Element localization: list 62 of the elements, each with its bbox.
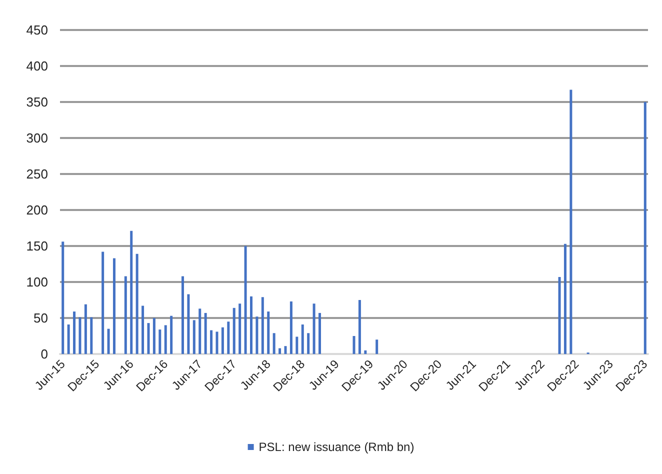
bar bbox=[181, 276, 184, 354]
bar bbox=[130, 230, 133, 354]
y-tick-label: 350 bbox=[26, 94, 48, 110]
bar bbox=[278, 348, 282, 354]
bar bbox=[221, 327, 224, 354]
y-tick-label: 450 bbox=[26, 22, 48, 38]
y-tick-label: 250 bbox=[26, 166, 48, 182]
y-tick-label: 50 bbox=[34, 310, 48, 326]
bar bbox=[301, 324, 304, 354]
bar bbox=[62, 242, 64, 354]
y-tick-label: 100 bbox=[26, 274, 48, 290]
bar bbox=[73, 312, 76, 354]
bar bbox=[272, 333, 276, 354]
y-tick-label: 150 bbox=[26, 238, 48, 254]
bar bbox=[238, 304, 242, 354]
legend-label: PSL: new issuance (Rmb bn) bbox=[258, 440, 414, 454]
bar bbox=[352, 336, 356, 354]
bar bbox=[84, 304, 87, 354]
bar bbox=[136, 254, 138, 354]
bar bbox=[112, 258, 116, 354]
bar bbox=[204, 312, 207, 354]
y-tick-label: 300 bbox=[26, 130, 48, 146]
bar bbox=[267, 312, 270, 354]
bar bbox=[261, 297, 264, 354]
bar bbox=[107, 328, 110, 354]
bar bbox=[227, 322, 230, 354]
bar bbox=[198, 308, 202, 354]
bar bbox=[78, 317, 82, 354]
bar bbox=[67, 324, 70, 354]
bar bbox=[170, 316, 173, 354]
bar bbox=[570, 90, 572, 354]
bar bbox=[192, 320, 196, 354]
bar bbox=[124, 276, 127, 354]
bar bbox=[290, 301, 292, 354]
bar bbox=[187, 294, 190, 354]
bar bbox=[216, 332, 218, 354]
bar bbox=[210, 330, 213, 354]
bar bbox=[256, 316, 258, 354]
y-tick-label: 0 bbox=[40, 346, 48, 362]
y-tick-label: 200 bbox=[26, 202, 48, 218]
bar bbox=[558, 276, 561, 354]
bar bbox=[158, 330, 162, 354]
bar bbox=[232, 308, 236, 354]
bar bbox=[307, 333, 310, 354]
bar bbox=[296, 336, 298, 354]
bar bbox=[142, 306, 144, 354]
bar bbox=[376, 340, 378, 354]
bar bbox=[358, 300, 361, 354]
bar bbox=[284, 346, 287, 354]
bar bbox=[318, 312, 321, 354]
bar bbox=[564, 244, 566, 354]
bar bbox=[164, 325, 167, 354]
bar bbox=[644, 102, 646, 354]
bar bbox=[364, 350, 367, 354]
bar bbox=[244, 246, 247, 354]
bar bbox=[90, 317, 93, 354]
y-tick-label: 400 bbox=[26, 58, 48, 74]
bar bbox=[102, 252, 104, 354]
bar bbox=[147, 323, 150, 354]
bar bbox=[312, 304, 316, 354]
bar bbox=[152, 318, 156, 354]
bar bbox=[250, 296, 252, 354]
